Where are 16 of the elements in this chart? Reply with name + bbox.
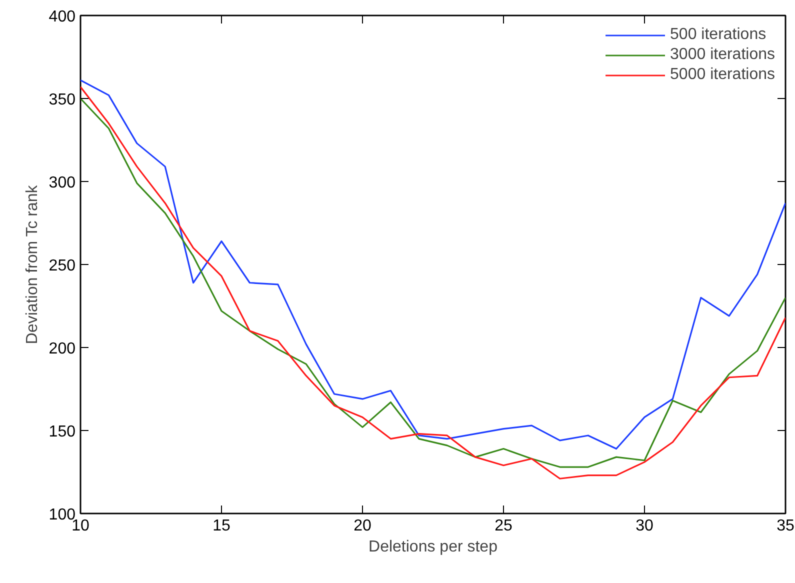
x-tick-label: 30 [636, 518, 654, 534]
y-tick-label: 350 [48, 92, 76, 108]
y-tick-label: 200 [48, 340, 76, 358]
y-tick-label: 400 [48, 8, 76, 26]
x-tick-label: 35 [776, 518, 794, 534]
y-tick-label: 250 [48, 258, 76, 274]
legend-label: 3000 iterations [670, 46, 775, 64]
legend-label: 500 iterations [670, 26, 766, 44]
legend-label: 5000 iterations [670, 66, 775, 84]
x-tick-label: 25 [494, 518, 512, 534]
y-tick-label: 150 [48, 424, 76, 440]
x-tick-label: 20 [354, 518, 372, 534]
y-axis-title: Deviation from Tc rank [24, 184, 41, 344]
x-tick-label: 15 [212, 518, 230, 534]
x-axis-title: Deletions per step [368, 538, 498, 556]
y-tick-label: 300 [48, 174, 76, 192]
